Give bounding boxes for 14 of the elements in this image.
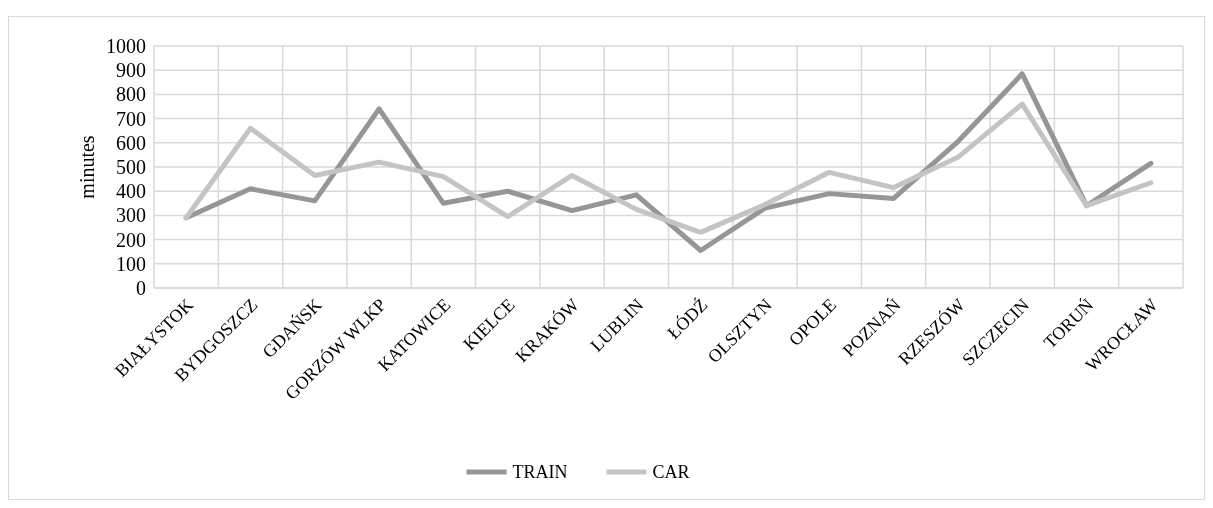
y-tick-label: 400 bbox=[116, 180, 146, 203]
y-tick-label: 600 bbox=[116, 131, 146, 154]
y-tick-label: 300 bbox=[116, 204, 146, 227]
y-tick-label: 800 bbox=[116, 83, 146, 106]
legend-label: CAR bbox=[652, 462, 690, 483]
y-axis-title: minutes bbox=[76, 135, 98, 199]
y-tick-label: 100 bbox=[116, 252, 146, 275]
y-tick-label: 200 bbox=[116, 228, 146, 251]
y-tick-label: 900 bbox=[116, 59, 146, 82]
y-tick-label: 700 bbox=[116, 107, 146, 130]
legend-label: TRAIN bbox=[512, 462, 568, 483]
y-tick-label: 500 bbox=[116, 156, 146, 178]
y-tick-label: 0 bbox=[136, 277, 146, 299]
y-tick-label: 1000 bbox=[106, 35, 146, 57]
